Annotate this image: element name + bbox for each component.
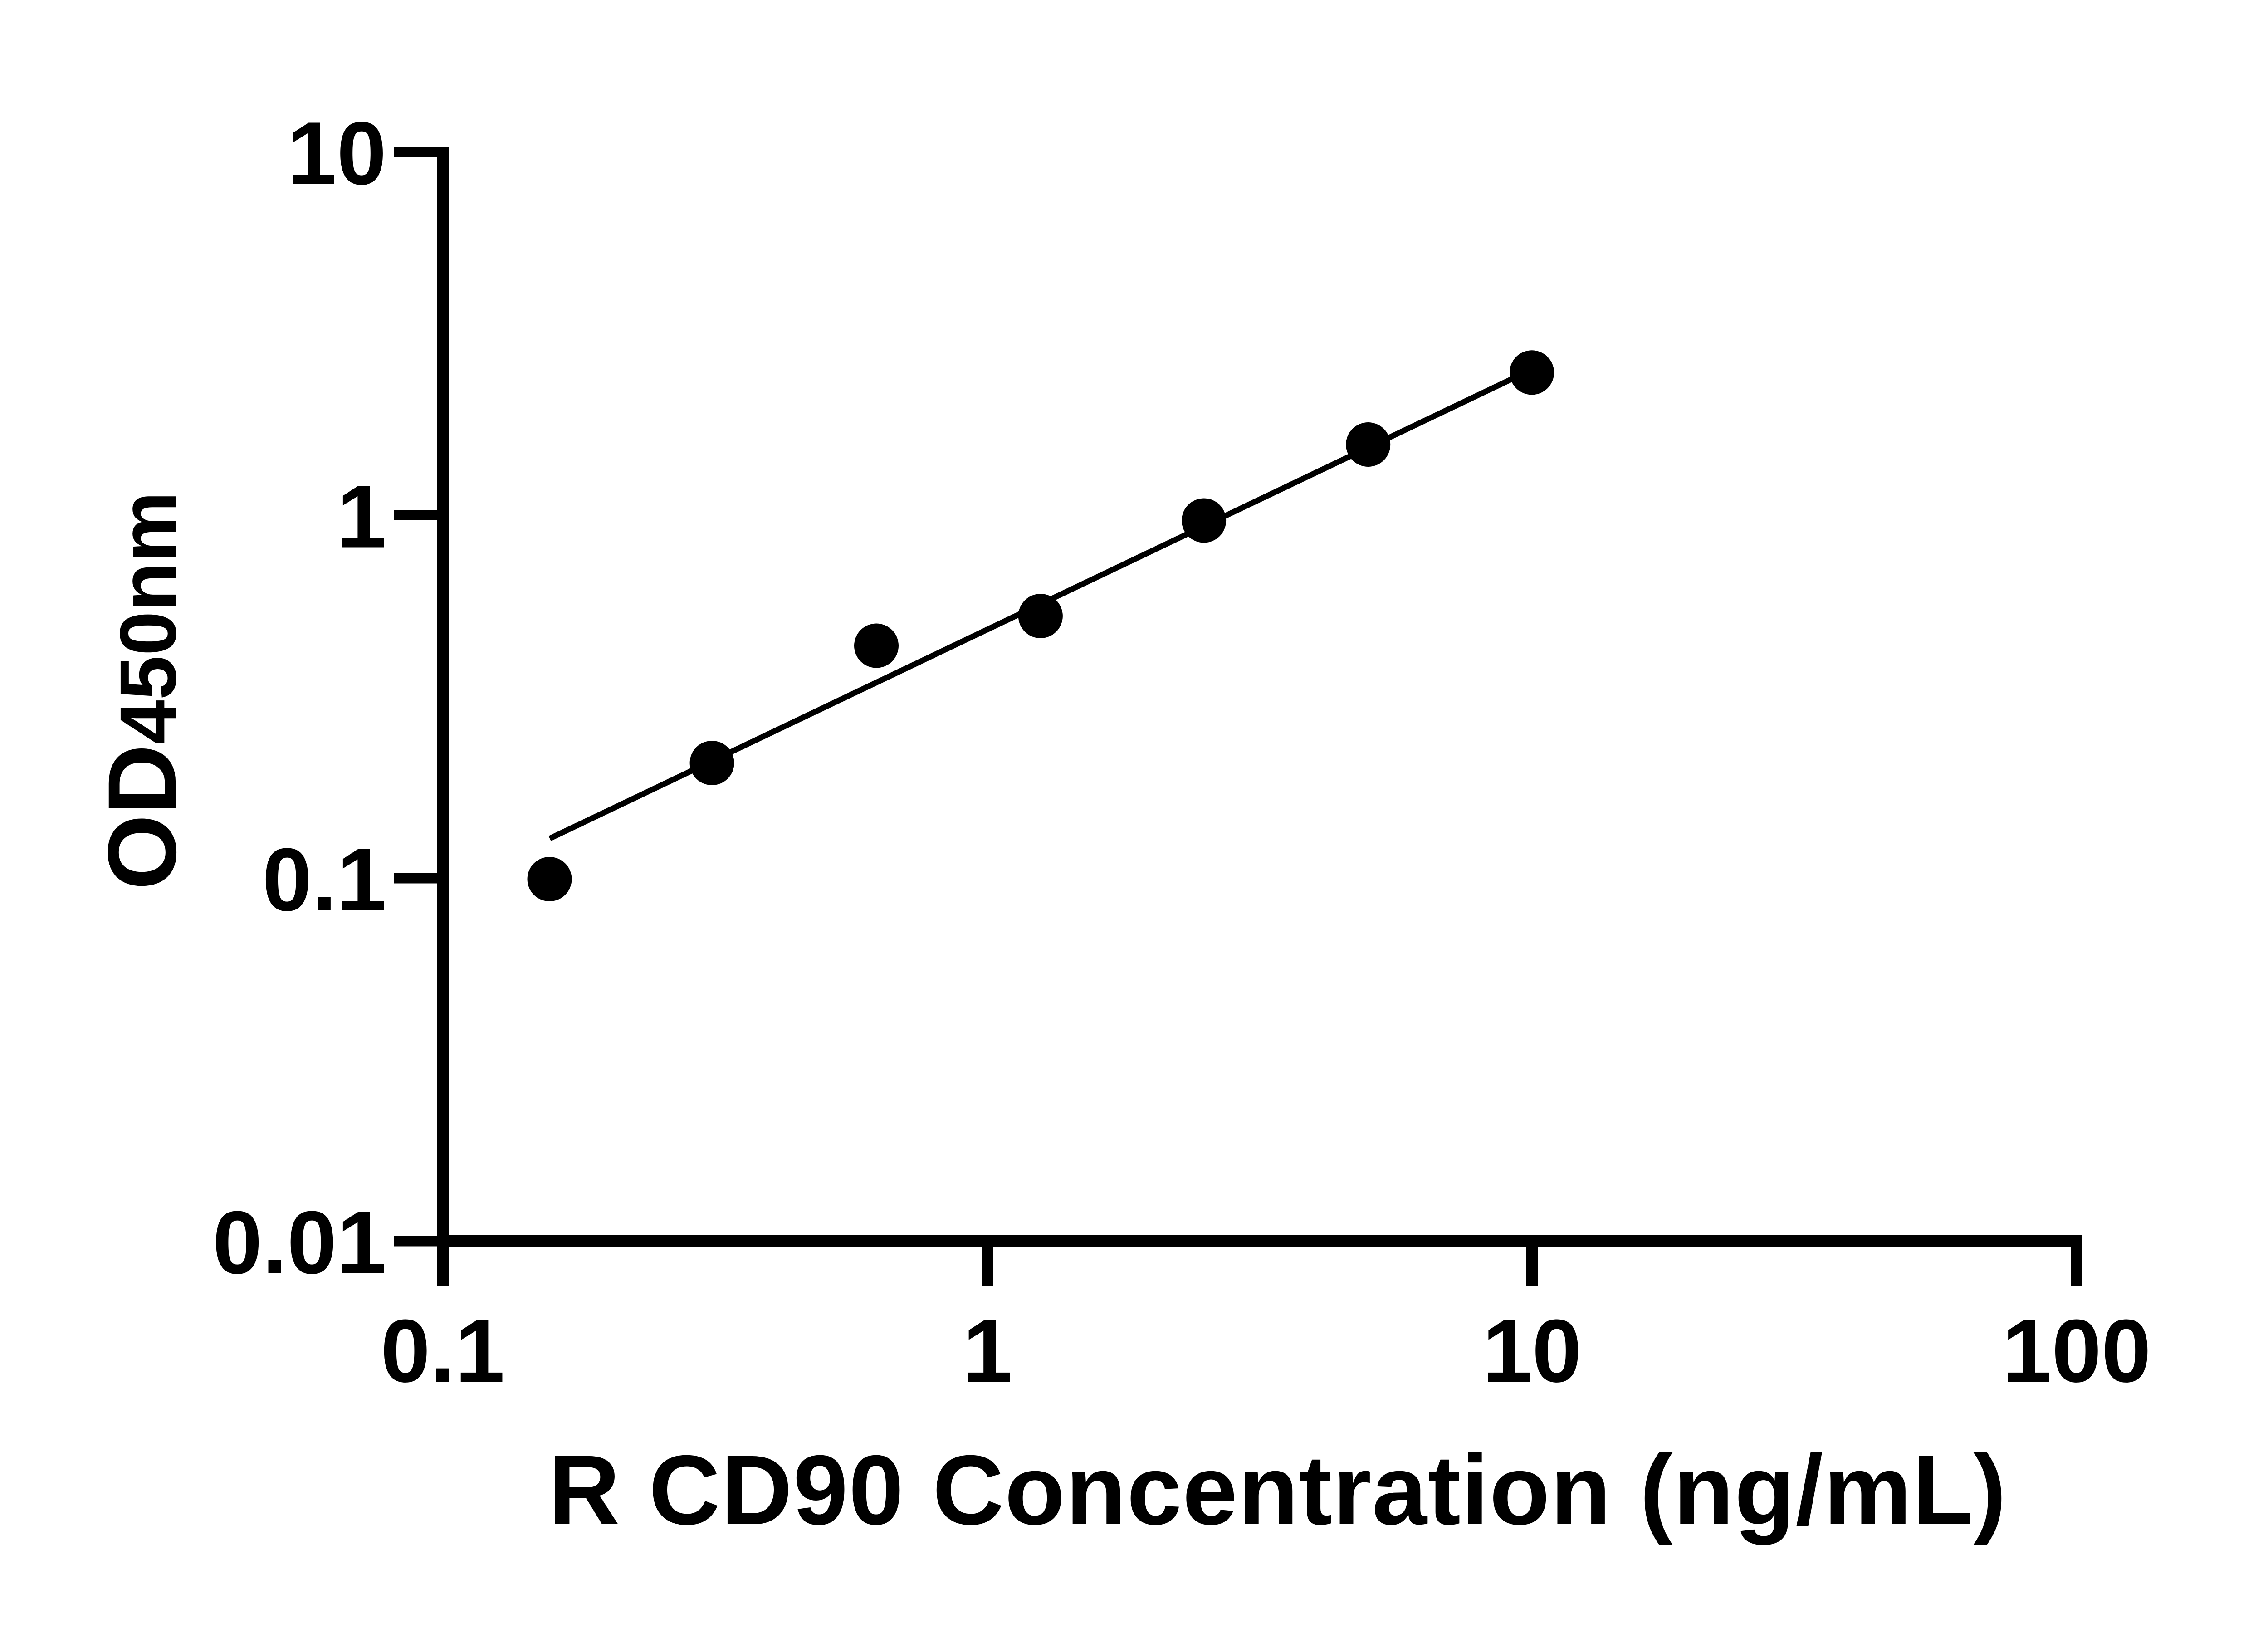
svg-text:10: 10: [287, 103, 386, 203]
svg-text:R CD90 Concentration (ng/mL): R CD90 Concentration (ng/mL): [548, 1435, 2007, 1545]
svg-text:1: 1: [337, 467, 386, 567]
svg-text:1: 1: [963, 1301, 1012, 1401]
svg-text:100: 100: [2002, 1301, 2151, 1401]
svg-text:0.01: 0.01: [213, 1193, 386, 1292]
svg-text:0.1: 0.1: [381, 1301, 505, 1401]
svg-text:10: 10: [1482, 1301, 1582, 1401]
svg-text:0.1: 0.1: [262, 830, 386, 929]
svg-text:OD450nm: OD450nm: [88, 491, 196, 890]
